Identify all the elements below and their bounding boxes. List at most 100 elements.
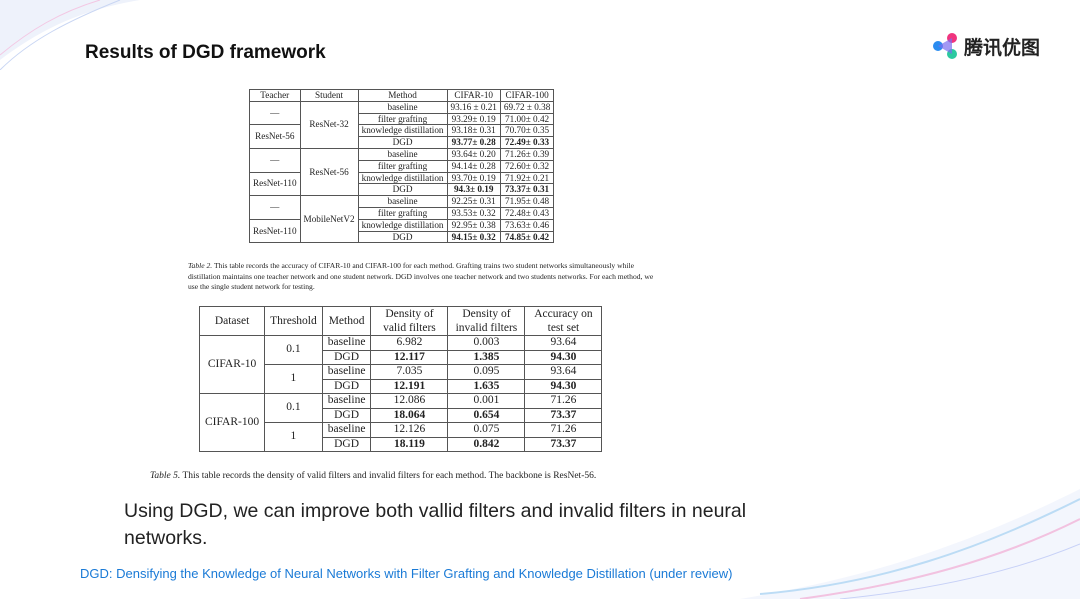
header-row: Dataset Threshold Method Density of valid f…: [198, 306, 603, 336]
decorative-wave-bottom-right: [740, 489, 1080, 599]
table-cell: 93.16 ± 0.21: [446, 100, 501, 114]
table-cell: DGD: [357, 136, 448, 149]
table-cell: knowledge distillation: [357, 218, 448, 232]
table-row: CIFAR-100 0.1 baseline 12.086 0.001 71.26: [198, 393, 603, 452]
threshold-cell: 0.1: [264, 335, 323, 365]
table-cell: 69.72 ± 0.38: [499, 100, 555, 114]
table-cell: DGD: [357, 230, 448, 244]
table-cell: 93.64: [524, 364, 603, 380]
table-2-accuracy: Teacher Student Method CIFAR-10 CIFAR-100— Re…: [249, 89, 555, 244]
table-row: ResNet-56 knowledge distillation 93.18± 0.…: [249, 124, 555, 149]
column-header: CIFAR-10: [446, 89, 501, 102]
caption-text: This table records the density of valid …: [180, 471, 597, 481]
dataset-cell: CIFAR-10: [198, 335, 266, 394]
table-cell: filter grafting: [357, 159, 448, 173]
table-cell: 73.37± 0.31: [499, 183, 555, 197]
table-2-caption: Table 2. This table records the accuracy…: [188, 261, 664, 293]
table-cell: 74.85± 0.42: [499, 230, 555, 244]
table-cell: 94.30: [524, 378, 603, 394]
table-row: — MobileNetV2 baseline 92.25± 0.31 71.95± 0.…: [249, 195, 555, 244]
table-5-density: Dataset Threshold Method Density of valid f…: [198, 306, 603, 452]
table-cell: 12.117: [370, 349, 449, 365]
student-cell: ResNet-56: [299, 147, 359, 197]
table-cell: 0.003: [447, 335, 526, 351]
table-row: — ResNet-56 baseline 93.64± 0.20 71.26± 0.39: [249, 147, 555, 197]
header-row: Teacher Student Method CIFAR-10 CIFAR-100: [249, 89, 555, 102]
table-cell: 6.982: [370, 335, 449, 351]
table-cell: 93.64± 0.20: [446, 147, 501, 161]
teacher-cell: —: [249, 147, 301, 173]
table-cell: 7.035: [370, 364, 449, 380]
table-row: filter grafting 93.53± 0.32 72.48± 0.43: [250, 206, 555, 220]
column-header: CIFAR-100: [499, 89, 555, 102]
table-cell: baseline: [357, 195, 448, 208]
table-cell: 12.191: [370, 378, 449, 394]
table-cell: 0.075: [447, 422, 526, 438]
table-cell: 72.49± 0.33: [499, 136, 555, 149]
teacher-cell: ResNet-110: [249, 218, 301, 244]
teacher-cell: ResNet-110: [249, 171, 301, 197]
table-cell: 94.3± 0.19: [446, 183, 501, 197]
table-cell: knowledge distillation: [357, 124, 448, 138]
table-cell: 93.70± 0.19: [446, 171, 501, 185]
youtu-logo-icon: [933, 33, 957, 59]
table-cell: DGD: [321, 436, 372, 452]
logo-text: 腾讯优图: [964, 37, 1041, 59]
column-header: Density of valid filters: [370, 306, 449, 336]
table-cell: 70.70± 0.35: [499, 124, 555, 138]
caption-text: This table records the accuracy of CIFAR…: [188, 261, 654, 291]
student-cell: MobileNetV2: [299, 195, 359, 244]
table-cell: baseline: [357, 147, 448, 161]
table-cell: 0.842: [447, 436, 526, 452]
table-cell: 1.635: [447, 378, 526, 394]
table-cell: 93.29± 0.19: [446, 112, 501, 126]
slide-body-text: Using DGD, we can improve both vallid fi…: [124, 500, 747, 549]
table-cell: 0.654: [447, 407, 526, 423]
table-cell: 92.25± 0.31: [446, 195, 501, 208]
teacher-cell: —: [249, 195, 301, 220]
threshold-cell: 0.1: [264, 393, 323, 423]
table-cell: 12.126: [370, 422, 449, 438]
table-cell: filter grafting: [357, 206, 448, 220]
table-row: 1 baseline 12.126 0.075 71.26: [200, 422, 603, 452]
table-row: ResNet-110 knowledge distillation 92.95± 0…: [249, 218, 555, 244]
table-cell: baseline: [321, 422, 372, 438]
teacher-cell: —: [249, 100, 301, 126]
table-cell: 73.37: [524, 436, 603, 452]
tencent-youtu-logo: 腾讯优图: [932, 32, 1040, 60]
table-cell: DGD: [357, 183, 448, 197]
table-cell: 94.30: [524, 349, 603, 365]
caption-label: Table 2.: [188, 261, 213, 270]
column-header: Method: [321, 306, 372, 336]
table-row: — ResNet-32 baseline 93.16 ± 0.21 69.72 ± 0.…: [249, 100, 555, 149]
threshold-cell: 1: [264, 422, 323, 452]
table-cell: 94.15± 0.32: [446, 230, 501, 244]
table-cell: 94.14± 0.28: [446, 159, 501, 173]
table-row: filter grafting 94.14± 0.28 72.60± 0.32: [250, 159, 555, 173]
table-cell: DGD: [321, 407, 372, 423]
table-cell: DGD: [321, 378, 372, 394]
table-row: DGD 18.064 0.654 73.37: [200, 407, 603, 423]
table-row: DGD 12.117 1.385 94.30: [200, 349, 603, 365]
table-cell: 93.64: [524, 335, 603, 351]
dataset-cell: CIFAR-100: [198, 393, 266, 452]
table-cell: 71.95± 0.48: [499, 195, 555, 208]
table-cell: 92.95± 0.38: [446, 218, 501, 232]
column-header: Accuracy on test set: [524, 306, 603, 336]
caption-label: Table 5.: [150, 471, 181, 481]
column-header: Student: [299, 89, 359, 102]
column-header: Teacher: [249, 89, 301, 102]
table-cell: 93.77± 0.28: [446, 136, 501, 149]
table-cell: 12.086: [370, 393, 449, 409]
table-cell: 0.001: [447, 393, 526, 409]
table-cell: 71.26± 0.39: [499, 147, 555, 161]
table-row: CIFAR-10 0.1 baseline 6.982 0.003 93.64: [198, 335, 603, 394]
column-header: Threshold: [264, 306, 323, 336]
table-cell: 72.48± 0.43: [499, 206, 555, 220]
table-cell: knowledge distillation: [357, 171, 448, 185]
table-cell: 93.18± 0.31: [446, 124, 501, 138]
table-row: DGD 12.191 1.635 94.30: [200, 378, 603, 394]
table-cell: 0.095: [447, 364, 526, 380]
table-cell: 71.26: [524, 393, 603, 409]
table-cell: 71.92± 0.21: [499, 171, 555, 185]
